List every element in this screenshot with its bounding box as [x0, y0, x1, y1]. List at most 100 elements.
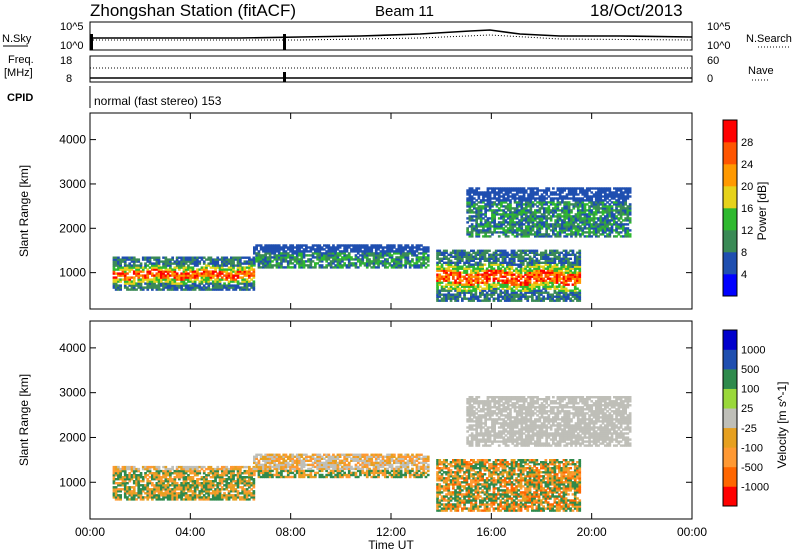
velocity-echo-cell — [173, 484, 177, 487]
power-echo-cell — [236, 258, 240, 261]
power-echo-cell — [475, 223, 478, 226]
power-echo-cell — [438, 259, 442, 262]
power-echo-cell — [345, 246, 349, 249]
power-echo-cell — [327, 248, 331, 251]
velocity-echo-cell — [216, 496, 220, 499]
power-echo-cell — [560, 259, 563, 262]
velocity-echo-cell — [207, 498, 211, 501]
power-echo-cell — [205, 258, 208, 261]
power-echo-cell — [169, 260, 172, 263]
velocity-echo-cell — [187, 494, 190, 497]
power-echo-cell — [585, 213, 589, 216]
power-echo-cell — [571, 273, 575, 276]
power-echo-cell — [424, 262, 428, 265]
power-echo-cell — [114, 276, 118, 279]
velocity-echo-cell — [207, 490, 211, 493]
power-echo-cell — [341, 256, 344, 259]
power-echo-cell — [255, 260, 258, 263]
power-echo-cell — [211, 262, 215, 265]
power-echo-cell — [490, 271, 493, 274]
power-echo-cell — [119, 268, 122, 271]
power-echo-cell — [479, 209, 483, 212]
power-echo-cell — [527, 225, 530, 228]
power-echo-cell — [175, 264, 179, 267]
power-echo-cell — [189, 280, 192, 283]
velocity-echo-cell — [117, 484, 120, 487]
power-echo-cell — [536, 209, 539, 212]
power-echo-cell — [482, 201, 485, 204]
velocity-echo-cell — [187, 465, 190, 469]
power-echo-cell — [144, 266, 147, 269]
power-echo-cell — [531, 205, 535, 208]
velocity-echo-cell — [193, 496, 197, 499]
power-echo-cell — [123, 278, 127, 281]
power-echo-cell — [517, 253, 521, 256]
power-echo-cell — [588, 209, 591, 212]
power-echo-cell — [153, 256, 156, 259]
power-echo-cell — [571, 249, 575, 252]
power-echo-cell — [121, 266, 125, 269]
power-echo-cell — [468, 215, 472, 218]
power-echo-cell — [515, 295, 518, 298]
velocity-echo-cell — [202, 498, 206, 501]
power-echo-cell — [608, 207, 612, 210]
power-echo-cell — [123, 262, 127, 265]
power-echo-cell — [479, 281, 482, 284]
power-echo-cell — [248, 258, 251, 261]
velocity-echo-cell — [148, 496, 152, 499]
power-echo-cell — [307, 258, 310, 261]
y-tick-label: 3000 — [59, 177, 86, 191]
power-echo-cell — [576, 201, 580, 204]
velocity-echo-cell — [146, 474, 150, 477]
power-echo-cell — [255, 248, 258, 251]
power-echo-cell — [613, 217, 616, 220]
power-echo-cell — [517, 257, 521, 260]
power-echo-cell — [343, 258, 346, 261]
velocity-echo-cell — [166, 498, 170, 501]
power-echo-cell — [151, 278, 154, 281]
power-echo-cell — [230, 262, 233, 265]
power-echo-cell — [565, 225, 569, 228]
power-echo-cell — [560, 257, 563, 260]
power-echo-cell — [475, 231, 478, 234]
power-echo-cell — [519, 257, 523, 260]
power-echo-cell — [191, 274, 195, 277]
power-echo-cell — [166, 286, 170, 289]
velocity-echo-cell — [169, 496, 172, 499]
power-echo-cell — [508, 253, 512, 256]
velocity-echo-cell — [123, 467, 127, 471]
velocity-echo-cell — [191, 492, 195, 495]
power-echo-cell — [563, 197, 566, 200]
cpid-mode: normal (fast stereo) 153 — [94, 94, 222, 108]
power-echo-cell — [338, 254, 342, 257]
power-echo-cell — [374, 248, 378, 251]
power-echo-cell — [180, 280, 183, 283]
power-echo-cell — [481, 287, 484, 290]
power-echo-cell — [273, 256, 277, 259]
power-echo-cell — [622, 211, 625, 214]
power-echo-cell — [610, 197, 614, 200]
velocity-echo-cell — [191, 465, 195, 469]
power-echo-cell — [463, 269, 466, 272]
velocity-echo-cell — [171, 488, 174, 491]
velocity-echo-cell — [191, 484, 195, 487]
power-echo-cell — [171, 258, 174, 261]
power-echo-cell — [574, 215, 578, 218]
power-echo-cell — [526, 257, 530, 260]
power-echo-cell — [570, 215, 573, 218]
power-echo-cell — [225, 264, 229, 267]
power-echo-cell — [180, 276, 183, 279]
power-echo-cell — [234, 280, 238, 283]
power-echo-cell — [139, 278, 143, 281]
power-echo-cell — [436, 283, 439, 286]
power-echo-cell — [243, 284, 247, 287]
power-echo-cell — [534, 203, 537, 206]
velocity-echo-cell — [137, 467, 141, 471]
power-echo-cell — [184, 268, 188, 271]
power-echo-cell — [560, 265, 563, 268]
power-echo-cell — [599, 191, 603, 194]
power-echo-cell — [245, 284, 249, 287]
power-echo-cell — [470, 299, 473, 302]
power-echo-cell — [458, 289, 462, 292]
power-echo-cell — [132, 282, 136, 285]
